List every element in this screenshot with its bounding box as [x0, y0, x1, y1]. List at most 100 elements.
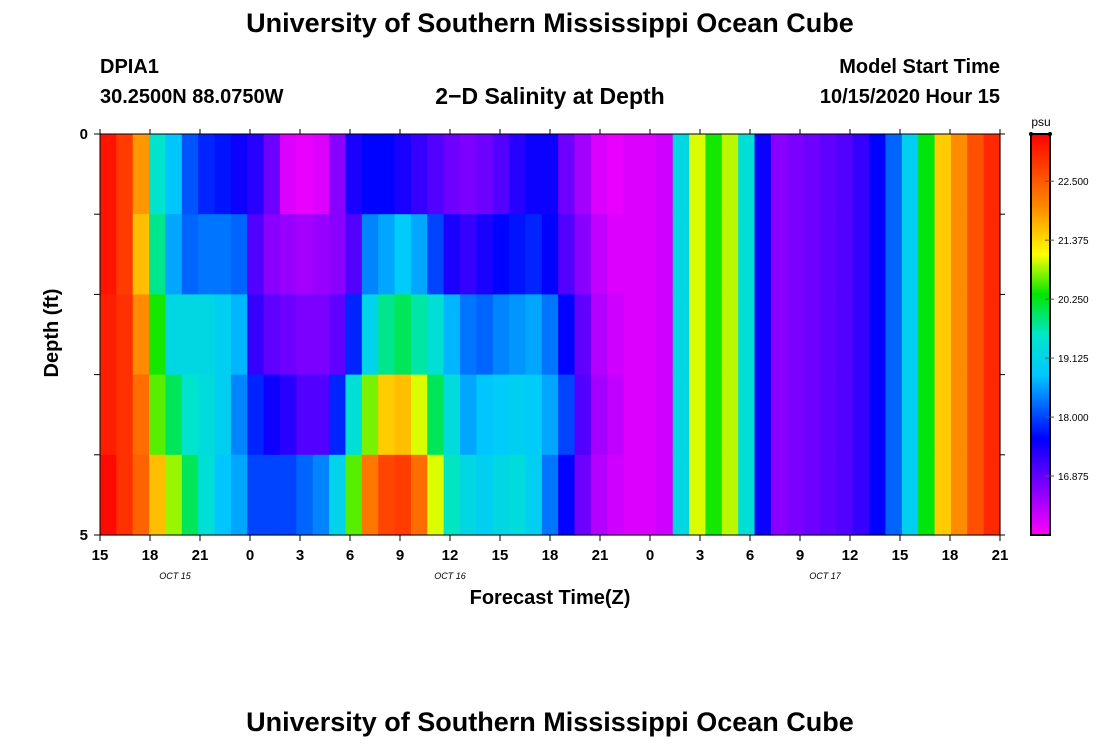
- heat-cell: [787, 454, 805, 536]
- heat-cell: [263, 374, 281, 456]
- x-date-label: OCT 16: [434, 571, 466, 581]
- heat-cell: [247, 134, 265, 215]
- heat-cell: [787, 294, 805, 376]
- heat-cell: [656, 214, 674, 295]
- heat-cell: [640, 454, 657, 536]
- heat-cell: [689, 134, 707, 215]
- heat-cell: [901, 294, 919, 376]
- model-start-label: Model Start Time: [839, 56, 1000, 78]
- heat-cell: [852, 294, 870, 376]
- heat-cell: [198, 374, 216, 456]
- heat-cell: [394, 374, 412, 456]
- heat-cell: [476, 214, 494, 295]
- heat-cell: [574, 454, 592, 536]
- heat-cell: [181, 454, 199, 536]
- heat-cell: [656, 374, 674, 456]
- station-coords: 30.2500N 88.0750W: [100, 86, 284, 108]
- heat-cell: [263, 214, 281, 295]
- heat-cell: [836, 214, 854, 295]
- colorbar-tick-label: 20.250: [1058, 295, 1089, 306]
- heat-cell: [623, 294, 641, 376]
- heat-cell: [165, 214, 183, 295]
- heat-cell: [181, 214, 199, 295]
- y-tick-label: 5: [80, 527, 88, 544]
- heat-cell: [345, 374, 363, 456]
- heat-cell: [149, 294, 167, 376]
- heat-cell: [738, 134, 756, 215]
- x-tick-label: 18: [542, 547, 559, 564]
- heat-cell: [247, 214, 265, 295]
- heat-cell: [378, 374, 396, 456]
- heat-cell: [574, 374, 592, 456]
- heat-cell: [983, 454, 1001, 536]
- heat-cell: [918, 454, 936, 536]
- heat-cell: [983, 294, 1001, 376]
- heat-cell: [640, 294, 657, 376]
- heat-cell: [640, 374, 657, 456]
- colorbar-unit: psu: [1031, 115, 1050, 129]
- heat-cell: [329, 214, 347, 295]
- heat-cell: [181, 374, 199, 456]
- heat-cell: [967, 294, 985, 376]
- heat-cell: [934, 134, 952, 215]
- heat-cell: [394, 454, 412, 536]
- y-axis-label: Depth (ft): [41, 289, 63, 378]
- heat-cell: [296, 374, 314, 456]
- heat-cell: [541, 374, 559, 456]
- heat-cell: [427, 134, 445, 215]
- heat-cell: [820, 214, 837, 295]
- heat-cell: [165, 374, 183, 456]
- x-tick-label: 18: [142, 547, 159, 564]
- heat-cell: [852, 454, 870, 536]
- heat-cell: [280, 374, 297, 456]
- heat-cell: [214, 134, 232, 215]
- x-date-label: OCT 17: [809, 571, 842, 581]
- heat-cell: [132, 374, 150, 456]
- heat-cell: [247, 454, 265, 536]
- heat-cell: [967, 374, 985, 456]
- heat-cell: [214, 214, 232, 295]
- heat-cell: [427, 454, 445, 536]
- heat-cell: [492, 214, 510, 295]
- heat-cell: [116, 374, 134, 456]
- heat-cell: [198, 294, 216, 376]
- heat-cell: [672, 294, 690, 376]
- heat-cell: [607, 134, 625, 215]
- heat-cell: [967, 454, 985, 536]
- heat-cell: [100, 294, 117, 376]
- heat-cell: [558, 294, 576, 376]
- heat-cell: [198, 454, 216, 536]
- heat-cell: [214, 294, 232, 376]
- heat-cell: [394, 294, 412, 376]
- heat-cell: [738, 454, 756, 536]
- heat-cell: [116, 214, 134, 295]
- heat-cell: [558, 214, 576, 295]
- heat-cell: [820, 134, 837, 215]
- heat-cell: [345, 214, 363, 295]
- heat-cell: [329, 134, 347, 215]
- heat-cell: [770, 214, 788, 295]
- heat-cell: [312, 214, 330, 295]
- heat-cell: [525, 454, 543, 536]
- heat-cell: [869, 214, 887, 295]
- heat-cell: [623, 454, 641, 536]
- heat-cell: [247, 294, 265, 376]
- heat-cell: [983, 374, 1001, 456]
- heat-cell: [378, 214, 396, 295]
- heat-cell: [640, 134, 657, 215]
- x-date-label: OCT 15: [159, 571, 192, 581]
- x-tick-label: 3: [696, 547, 704, 564]
- heat-cell: [705, 134, 723, 215]
- heat-cell: [590, 214, 608, 295]
- heat-cell: [869, 374, 887, 456]
- heat-cell: [525, 134, 543, 215]
- heat-cell: [280, 294, 297, 376]
- heat-cell: [509, 374, 527, 456]
- heat-cell: [198, 134, 216, 215]
- heat-cell: [116, 134, 134, 215]
- heat-cell: [345, 134, 363, 215]
- heat-cell: [410, 454, 428, 536]
- heat-cell: [345, 454, 363, 536]
- x-tick-label: 0: [646, 547, 654, 564]
- station-id: DPIA1: [100, 56, 159, 78]
